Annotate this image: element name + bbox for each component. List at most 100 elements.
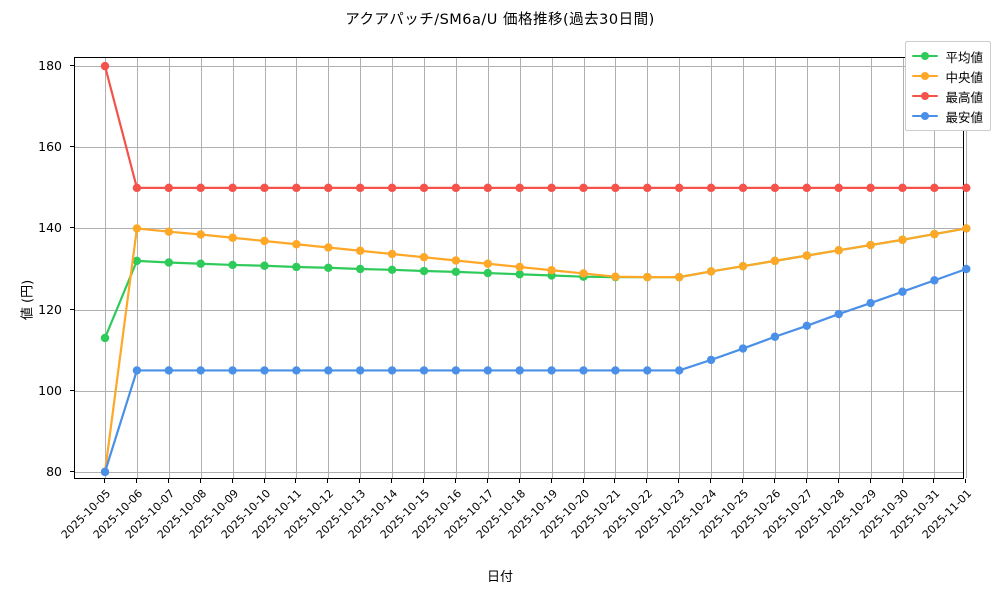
data-point[interactable]	[100, 61, 110, 71]
data-point[interactable]	[515, 183, 524, 193]
data-point[interactable]	[611, 366, 620, 375]
data-point[interactable]	[196, 230, 205, 239]
data-point[interactable]	[292, 366, 301, 375]
data-point[interactable]	[866, 183, 875, 193]
data-point[interactable]	[100, 467, 110, 477]
data-point[interactable]	[866, 240, 875, 250]
data-point[interactable]	[164, 183, 173, 193]
data-point[interactable]	[196, 183, 205, 193]
data-point[interactable]	[132, 256, 142, 266]
data-point[interactable]	[547, 183, 556, 193]
data-point[interactable]	[228, 366, 237, 375]
data-point[interactable]	[292, 183, 301, 193]
data-point[interactable]	[228, 260, 237, 270]
data-point[interactable]	[834, 246, 843, 255]
legend-item-中央値[interactable]: 中央値	[912, 67, 983, 85]
data-point[interactable]	[579, 366, 588, 375]
data-point[interactable]	[675, 183, 684, 193]
data-point[interactable]	[419, 266, 429, 276]
data-point[interactable]	[483, 183, 492, 193]
data-point[interactable]	[164, 227, 173, 236]
data-point[interactable]	[228, 233, 237, 242]
data-point[interactable]	[962, 224, 971, 233]
data-point[interactable]	[132, 224, 142, 233]
data-point[interactable]	[515, 366, 524, 375]
legend-item-平均値[interactable]: 平均値	[912, 47, 983, 65]
data-point[interactable]	[483, 259, 492, 268]
data-point[interactable]	[930, 229, 939, 239]
data-point[interactable]	[898, 287, 907, 296]
data-point[interactable]	[451, 267, 461, 277]
data-point[interactable]	[643, 272, 652, 282]
data-point[interactable]	[675, 366, 684, 375]
data-point[interactable]	[515, 270, 524, 279]
data-point[interactable]	[483, 268, 492, 278]
data-point[interactable]	[324, 243, 333, 252]
data-point[interactable]	[898, 183, 907, 193]
data-point[interactable]	[834, 183, 843, 193]
chart-legend[interactable]: 平均値中央値最高値最安値	[905, 41, 991, 131]
data-point[interactable]	[643, 366, 652, 375]
data-point[interactable]	[260, 236, 269, 246]
data-point[interactable]	[802, 183, 811, 193]
data-point[interactable]	[738, 261, 748, 271]
data-point[interactable]	[898, 235, 907, 244]
data-point[interactable]	[228, 183, 237, 193]
data-point[interactable]	[930, 276, 939, 285]
data-point[interactable]	[547, 266, 556, 275]
data-point[interactable]	[196, 366, 205, 375]
data-point[interactable]	[387, 249, 397, 259]
data-point[interactable]	[324, 263, 333, 272]
data-point[interactable]	[675, 272, 684, 282]
data-point[interactable]	[260, 183, 269, 193]
data-point[interactable]	[770, 332, 780, 341]
data-point[interactable]	[962, 264, 971, 274]
data-point[interactable]	[547, 366, 556, 375]
data-point[interactable]	[132, 366, 142, 375]
data-point[interactable]	[579, 183, 588, 193]
data-point[interactable]	[643, 183, 652, 193]
data-point[interactable]	[866, 298, 875, 308]
data-point[interactable]	[930, 183, 939, 193]
data-point[interactable]	[196, 259, 205, 268]
data-point[interactable]	[706, 355, 716, 365]
data-point[interactable]	[260, 366, 269, 375]
data-point[interactable]	[356, 183, 365, 193]
data-point[interactable]	[706, 267, 716, 276]
legend-item-最安値[interactable]: 最安値	[912, 107, 983, 125]
data-point[interactable]	[132, 183, 142, 193]
data-point[interactable]	[419, 253, 429, 262]
data-point[interactable]	[770, 256, 780, 266]
data-point[interactable]	[292, 262, 301, 272]
data-point[interactable]	[260, 261, 269, 270]
data-point[interactable]	[324, 183, 333, 193]
data-point[interactable]	[579, 269, 588, 278]
data-point[interactable]	[611, 272, 620, 281]
data-point[interactable]	[706, 183, 716, 193]
data-point[interactable]	[100, 333, 110, 343]
data-point[interactable]	[356, 264, 365, 274]
data-point[interactable]	[515, 262, 524, 272]
data-point[interactable]	[738, 344, 748, 353]
data-point[interactable]	[419, 366, 429, 375]
data-point[interactable]	[419, 183, 429, 193]
data-point[interactable]	[834, 309, 843, 319]
data-point[interactable]	[962, 183, 971, 193]
data-point[interactable]	[483, 366, 492, 375]
data-point[interactable]	[802, 321, 811, 331]
data-point[interactable]	[324, 366, 333, 375]
data-point[interactable]	[451, 256, 461, 265]
data-point[interactable]	[164, 366, 173, 375]
data-point[interactable]	[356, 246, 365, 255]
data-point[interactable]	[387, 265, 397, 275]
data-point[interactable]	[611, 183, 620, 193]
data-point[interactable]	[292, 240, 301, 249]
data-point[interactable]	[387, 366, 397, 375]
data-point[interactable]	[770, 183, 780, 193]
data-point[interactable]	[451, 183, 461, 193]
data-point[interactable]	[164, 258, 173, 267]
data-point[interactable]	[387, 183, 397, 193]
data-point[interactable]	[356, 366, 365, 375]
legend-item-最高値[interactable]: 最高値	[912, 87, 983, 105]
data-point[interactable]	[451, 366, 461, 375]
